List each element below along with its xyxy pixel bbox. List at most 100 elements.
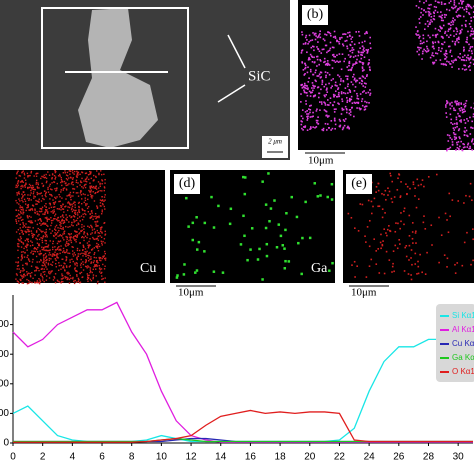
map-dot [362, 76, 365, 78]
map-dot [102, 240, 104, 243]
map-dot [48, 252, 51, 254]
map-dot [45, 192, 47, 195]
map-dot [416, 178, 419, 181]
map-dot [361, 104, 364, 107]
map-dot [354, 227, 356, 229]
map-dot [48, 270, 50, 273]
map-dot [457, 7, 459, 10]
map-dot [19, 200, 21, 202]
map-dot [22, 201, 24, 203]
map-dot [29, 275, 32, 278]
map-dot [99, 267, 101, 269]
map-dot [91, 229, 94, 231]
map-dot [65, 225, 67, 228]
map-dot [37, 246, 39, 249]
map-dot [336, 54, 338, 57]
map-dot [360, 53, 362, 56]
map-dot [26, 243, 28, 245]
map-dot [422, 50, 424, 53]
map-dot [427, 49, 430, 52]
map-dot [349, 109, 352, 111]
map-dot [62, 233, 64, 235]
map-dot [439, 26, 442, 29]
map-dot [210, 195, 213, 199]
map-dot [411, 231, 414, 233]
map-dot [308, 90, 311, 93]
map-dot [334, 127, 336, 130]
map-dot [308, 56, 310, 59]
map-dot [387, 194, 389, 196]
map-dot [443, 41, 446, 44]
map-dot [83, 231, 85, 233]
map-dot [442, 63, 445, 65]
map-dot [24, 275, 26, 277]
map-dot [58, 229, 60, 232]
map-dot [28, 175, 30, 177]
map-dot [437, 41, 440, 44]
map-dot [61, 208, 64, 210]
map-dot [453, 59, 455, 62]
map-dot [49, 198, 51, 200]
map-dot [309, 128, 311, 130]
map-dot [421, 42, 423, 45]
map-dot [444, 212, 447, 215]
map-dot [82, 263, 85, 266]
map-dot [54, 215, 56, 217]
map-dot [55, 197, 57, 200]
map-dot [20, 251, 23, 253]
map-dot [59, 216, 62, 218]
map-dot [322, 129, 325, 132]
map-dot [408, 214, 411, 217]
map-dot [44, 252, 47, 255]
map-dot [423, 48, 425, 51]
map-dot [78, 249, 81, 252]
map-dot [380, 247, 382, 250]
map-dot [81, 177, 83, 180]
map-dot [364, 40, 366, 43]
map-dot [24, 179, 27, 181]
map-dot [462, 56, 464, 58]
map-dot [318, 92, 321, 95]
map-dot [420, 47, 422, 49]
map-dot [410, 274, 412, 276]
map-dot [68, 278, 71, 281]
map-dot [361, 66, 364, 68]
map-dot [328, 64, 331, 66]
map-dot [428, 14, 430, 17]
map-dot [96, 206, 99, 208]
map-dot [300, 101, 302, 103]
map-dot [357, 98, 360, 100]
map-dot [53, 203, 55, 205]
map-dot [41, 267, 43, 270]
map-dot [16, 268, 18, 270]
map-dot [30, 221, 32, 224]
map-dot [470, 126, 472, 129]
map-dot [427, 7, 429, 10]
map-dot [195, 216, 198, 219]
map-dot [435, 52, 437, 54]
map-dot [96, 225, 98, 227]
map-dot [345, 111, 348, 114]
map-dot [60, 282, 62, 284]
map-dot [411, 263, 413, 266]
map-dot [17, 262, 19, 264]
map-dot [335, 108, 337, 110]
map-dot [443, 3, 446, 5]
legend-label: Ga Kα1 [452, 353, 474, 362]
map-dot [452, 61, 454, 64]
map-dot [343, 60, 345, 63]
map-dot [348, 60, 351, 63]
map-dot [284, 228, 287, 232]
map-dot [329, 101, 332, 104]
map-dot [70, 195, 72, 197]
x-tick-label: 24 [364, 452, 376, 463]
map-dot [349, 111, 352, 113]
map-dot [37, 192, 39, 195]
map-dot [306, 94, 309, 97]
map-dot [57, 253, 59, 255]
map-dot [67, 252, 69, 254]
map-dot [27, 230, 29, 233]
map-dot [101, 244, 103, 246]
map-dot [348, 62, 351, 65]
map-dot [446, 257, 449, 260]
